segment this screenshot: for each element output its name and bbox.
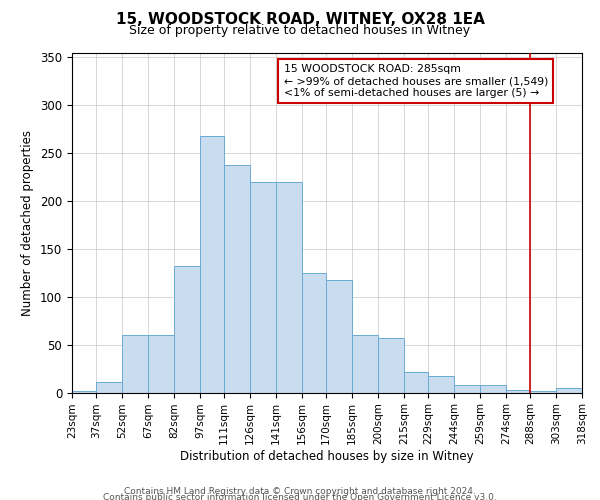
Bar	[480, 385, 506, 392]
Text: 15 WOODSTOCK ROAD: 285sqm
← >99% of detached houses are smaller (1,549)
<1% of s: 15 WOODSTOCK ROAD: 285sqm ← >99% of deta…	[284, 64, 548, 98]
Bar	[174, 266, 200, 392]
Bar	[454, 385, 480, 392]
Bar	[72, 390, 96, 392]
Y-axis label: Number of detached properties: Number of detached properties	[22, 130, 34, 316]
Bar	[378, 338, 404, 392]
Bar	[122, 335, 148, 392]
Text: Size of property relative to detached houses in Witney: Size of property relative to detached ho…	[130, 24, 470, 37]
Bar	[556, 388, 582, 392]
Bar	[530, 390, 556, 392]
Bar	[96, 382, 122, 392]
Bar	[404, 372, 428, 392]
Bar	[148, 335, 174, 392]
Bar	[224, 164, 250, 392]
Bar	[428, 376, 454, 392]
X-axis label: Distribution of detached houses by size in Witney: Distribution of detached houses by size …	[180, 450, 474, 463]
Bar	[200, 136, 224, 392]
Bar	[352, 335, 378, 392]
Bar	[302, 273, 326, 392]
Bar	[250, 182, 276, 392]
Bar	[506, 390, 530, 392]
Text: 15, WOODSTOCK ROAD, WITNEY, OX28 1EA: 15, WOODSTOCK ROAD, WITNEY, OX28 1EA	[116, 12, 484, 28]
Bar	[582, 390, 600, 392]
Bar	[326, 280, 352, 392]
Text: Contains public sector information licensed under the Open Government Licence v3: Contains public sector information licen…	[103, 492, 497, 500]
Text: Contains HM Land Registry data © Crown copyright and database right 2024.: Contains HM Land Registry data © Crown c…	[124, 486, 476, 496]
Bar	[276, 182, 302, 392]
